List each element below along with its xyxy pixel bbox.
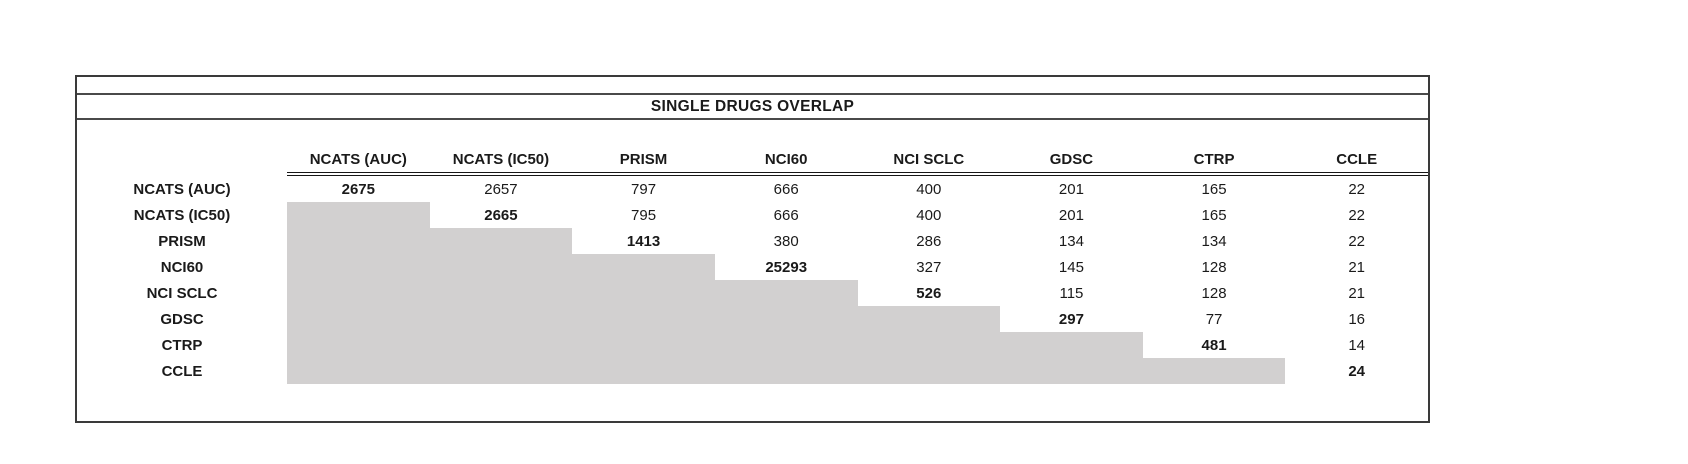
cell-shaded-r5c2 <box>429 280 573 306</box>
cell-shaded-r8c5 <box>857 358 1001 384</box>
cell-diagonal-r1c1: 2675 <box>341 180 375 198</box>
cell-shaded-r4c2 <box>429 254 573 280</box>
cell-value-r2c7: 165 <box>1201 206 1227 224</box>
cell-shaded-r8c4 <box>714 358 858 384</box>
cell-value-r1c7: 165 <box>1201 180 1227 198</box>
cell-diagonal-r4c4: 25293 <box>765 258 808 276</box>
cell-value-r1c5: 400 <box>916 180 942 198</box>
cell-value-r3c4: 380 <box>773 232 799 250</box>
cell-shaded-r2c1 <box>287 202 430 228</box>
cell-shaded-r8c2 <box>429 358 573 384</box>
column-header-5: NCI SCLC <box>857 120 1001 176</box>
row-header-7: CTRP <box>161 336 203 354</box>
cell-value-r1c4: 666 <box>773 180 799 198</box>
cell-diagonal-r7c7: 481 <box>1201 336 1227 354</box>
row-header-4: NCI60 <box>160 258 204 276</box>
cell-shaded-r7c1 <box>287 332 430 358</box>
column-header-2: NCATS (IC50) <box>429 120 573 176</box>
cell-value-r3c6: 134 <box>1058 232 1084 250</box>
cell-diagonal-r8c8: 24 <box>1348 362 1366 380</box>
cell-value-r1c2: 2657 <box>484 180 518 198</box>
cell-diagonal-r2c2: 2665 <box>484 206 518 224</box>
column-header-8: CCLE <box>1285 120 1428 176</box>
cell-shaded-r7c2 <box>429 332 573 358</box>
cell-shaded-r6c4 <box>714 306 858 332</box>
cell-value-r2c5: 400 <box>916 206 942 224</box>
cell-shaded-r8c6 <box>1000 358 1143 384</box>
cell-shaded-r5c4 <box>714 280 858 306</box>
cell-value-r5c6: 115 <box>1059 284 1084 302</box>
cell-value-r4c5: 327 <box>916 258 942 276</box>
cell-value-r3c5: 286 <box>916 232 942 250</box>
cell-shaded-r5c1 <box>287 280 430 306</box>
cell-value-r1c6: 201 <box>1058 180 1084 198</box>
cell-shaded-r8c3 <box>572 358 715 384</box>
corner-cell <box>77 120 287 176</box>
cell-shaded-r7c3 <box>572 332 715 358</box>
cell-shaded-r4c3 <box>572 254 715 280</box>
cell-value-r5c8: 21 <box>1348 284 1366 302</box>
row-header-2: NCATS (IC50) <box>133 206 231 224</box>
cell-value-r2c3: 795 <box>631 206 657 224</box>
cell-shaded-r3c2 <box>429 228 573 254</box>
cell-shaded-r3c1 <box>287 228 430 254</box>
cell-value-r2c8: 22 <box>1348 206 1366 224</box>
cell-value-r1c8: 22 <box>1348 180 1366 198</box>
cell-value-r6c7: 77 <box>1205 310 1223 328</box>
cell-shaded-r8c7 <box>1142 358 1286 384</box>
cell-value-r6c8: 16 <box>1348 310 1366 328</box>
cell-diagonal-r5c5: 526 <box>916 284 942 302</box>
row-header-8: CCLE <box>161 362 203 380</box>
column-header-3: PRISM <box>572 120 715 176</box>
column-header-7: CTRP <box>1142 120 1286 176</box>
cell-shaded-r6c3 <box>572 306 715 332</box>
cell-value-r1c3: 797 <box>631 180 657 198</box>
cell-value-r7c8: 14 <box>1348 336 1366 354</box>
cell-shaded-r6c5 <box>857 306 1001 332</box>
top-empty-strip <box>77 77 1428 95</box>
row-header-5: NCI SCLC <box>146 284 218 302</box>
cell-value-r2c6: 201 <box>1058 206 1084 224</box>
cell-value-r3c8: 22 <box>1348 232 1366 250</box>
cell-value-r3c7: 134 <box>1201 232 1227 250</box>
row-header-1: NCATS (AUC) <box>133 180 231 198</box>
cell-shaded-r4c1 <box>287 254 430 280</box>
table-title-row: SINGLE DRUGS OVERLAP <box>77 95 1428 120</box>
column-header-6: GDSC <box>1000 120 1143 176</box>
cell-shaded-r6c1 <box>287 306 430 332</box>
overlap-grid: NCATS (AUC) NCATS (IC50) PRISM NCI60 NCI SCL… <box>77 120 1428 384</box>
cell-diagonal-r3c3: 1413 <box>626 232 661 250</box>
cell-shaded-r5c3 <box>572 280 715 306</box>
column-header-1: NCATS (AUC) <box>287 120 430 176</box>
cell-value-r5c7: 128 <box>1201 284 1227 302</box>
cell-shaded-r6c2 <box>429 306 573 332</box>
cell-value-r4c8: 21 <box>1348 258 1366 276</box>
cell-diagonal-r6c6: 297 <box>1058 310 1084 328</box>
cell-value-r4c7: 128 <box>1201 258 1227 276</box>
cell-value-r2c4: 666 <box>773 206 799 224</box>
row-header-3: PRISM <box>158 232 206 250</box>
table-title: SINGLE DRUGS OVERLAP <box>650 97 855 115</box>
cell-shaded-r7c5 <box>857 332 1001 358</box>
cell-shaded-r7c6 <box>1000 332 1143 358</box>
row-header-6: GDSC <box>160 310 204 328</box>
cell-shaded-r7c4 <box>714 332 858 358</box>
column-header-4: NCI60 <box>714 120 858 176</box>
cell-value-r4c6: 145 <box>1058 258 1084 276</box>
overlap-table: SINGLE DRUGS OVERLAP NCATS (AUC) NCATS (I… <box>75 75 1430 423</box>
cell-shaded-r8c1 <box>287 358 430 384</box>
